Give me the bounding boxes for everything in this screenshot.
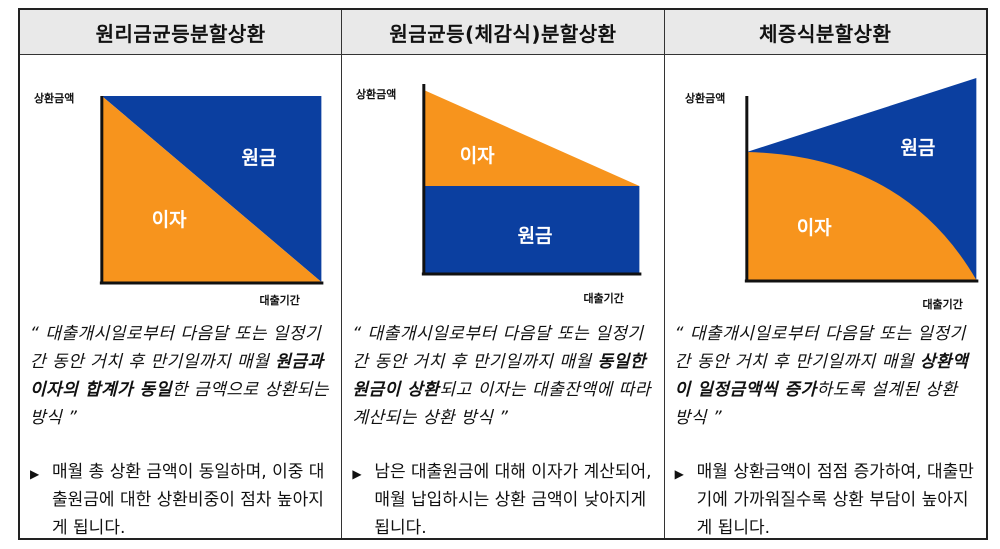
interest-label: 이자 [460, 145, 495, 167]
x-axis-label: 대출기간 [922, 297, 962, 311]
interest-area [101, 96, 322, 282]
x-axis-label: 대출기간 [584, 291, 624, 305]
note-item: ▶ 매월 상환금액이 점점 증가하여, 대출만기에 가까워질수록 상환 부담이 … [675, 458, 976, 542]
column-equal-principal: 원금균등(체감식)분할상환 상환금액 대출기간 이자 원금 “ 대출개시일로부터… [342, 10, 665, 538]
interest-area [424, 90, 640, 186]
interest-label: 이자 [152, 209, 187, 231]
y-axis-label: 상환금액 [34, 91, 74, 105]
principal-area [424, 186, 640, 274]
chart-equal-principal: 상환금액 대출기간 이자 원금 [342, 56, 663, 316]
chart-graduated: 상환금액 대출기간 원금 이자 [665, 56, 986, 316]
note-item: ▶ 매월 총 상환 금액이 동일하며, 이중 대출원금에 대한 상환비중이 점차… [30, 458, 331, 542]
column-title: 원금균등(체감식)분할상환 [342, 10, 664, 55]
triangle-right-icon: ▶ [352, 467, 362, 481]
column-title: 원리금균등분할상환 [20, 10, 342, 55]
interest-area [746, 152, 977, 280]
triangle-right-icon: ▶ [30, 467, 40, 481]
column-graduated: 체증식분할상환 상환금액 대출기간 원금 이자 “ 대출개시일로부터 다음달 또… [664, 10, 986, 538]
note-item: ▶ 남은 대출원금에 대해 이자가 계산되어, 매월 납입하시는 상환 금액이 … [352, 458, 653, 542]
note-text: 남은 대출원금에 대해 이자가 계산되어, 매월 납입하시는 상환 금액이 낮아… [374, 462, 652, 538]
principal-label: 원금 [900, 137, 935, 159]
y-axis-label: 상환금액 [356, 87, 396, 101]
column-title: 체증식분할상환 [664, 10, 986, 55]
description-quote: “ 대출개시일로부터 다음달 또는 일정기간 동안 거치 후 만기일까지 매월 … [30, 324, 330, 428]
principal-label: 원금 [242, 147, 277, 169]
principal-label: 원금 [518, 225, 553, 247]
column-equal-installment: 원리금균등분할상환 상환금액 대출기간 원금 이자 “ 대출개시일로부터 다음달… [20, 10, 343, 538]
note-text: 매월 상환금액이 점점 증가하여, 대출만기에 가까워질수록 상환 부담이 높아… [696, 462, 974, 538]
note-text: 매월 총 상환 금액이 동일하며, 이중 대출원금에 대한 상환비중이 점차 높… [52, 462, 325, 538]
description-quote: “ 대출개시일로부터 다음달 또는 일정기간 동안 거치 후 만기일까지 매월 … [352, 324, 651, 428]
x-axis-label: 대출기간 [259, 293, 299, 307]
description-quote: “ 대출개시일로부터 다음달 또는 일정기간 동안 거치 후 만기일까지 매월 … [674, 324, 969, 428]
interest-label: 이자 [796, 217, 831, 239]
chart-equal-installment: 상환금액 대출기간 원금 이자 [20, 56, 341, 316]
y-axis-label: 상환금액 [685, 91, 725, 105]
repayment-comparison-table: 원리금균등분할상환 상환금액 대출기간 원금 이자 “ 대출개시일로부터 다음달… [18, 8, 988, 540]
triangle-right-icon: ▶ [674, 467, 684, 481]
